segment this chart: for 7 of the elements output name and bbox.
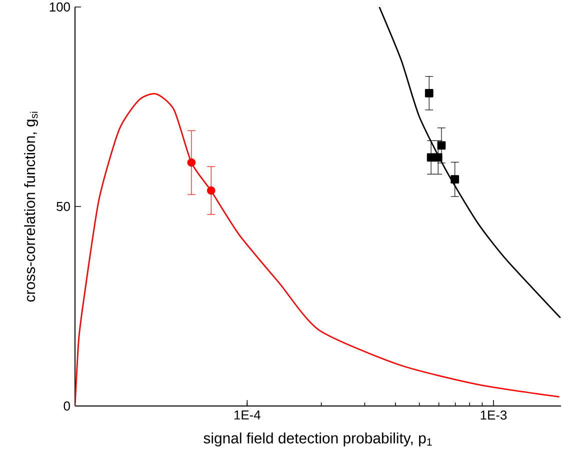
x-axis-title: signal field detection probability, p$_{1}$ bbox=[204, 432, 432, 446]
y-tick-label: 0 bbox=[64, 401, 70, 411]
y-tick-label: 100 bbox=[50, 2, 70, 12]
x-tick-label: 1E-3 bbox=[480, 410, 507, 420]
x-tick-label: 1E-4 bbox=[234, 410, 260, 420]
y-axis-title: cross-correlation function, g$_{si}$ bbox=[24, 112, 38, 302]
y-tick-label: 50 bbox=[56, 202, 70, 212]
